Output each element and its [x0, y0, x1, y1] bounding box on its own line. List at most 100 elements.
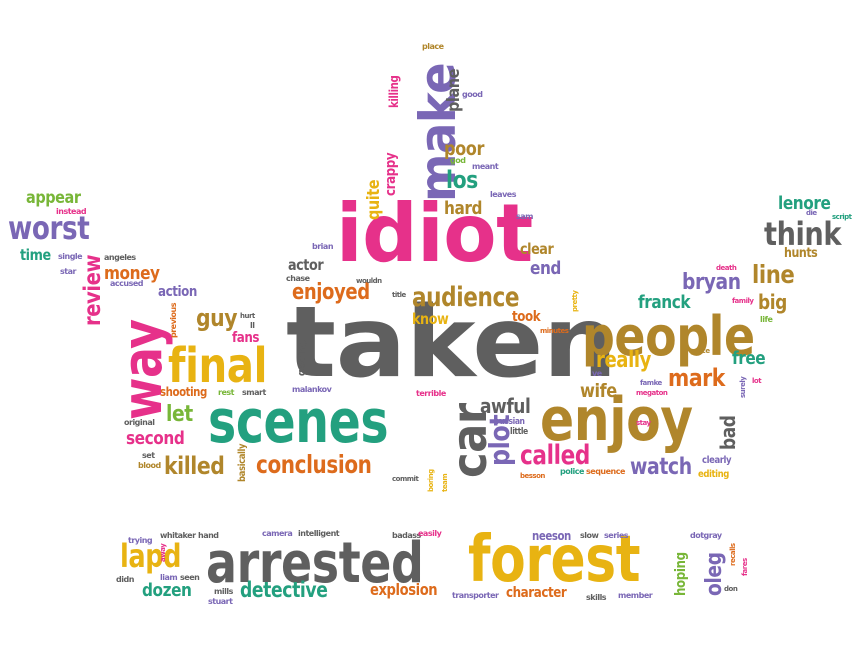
- word-lapd: lapd: [120, 537, 182, 575]
- word-single: single: [58, 252, 83, 261]
- word-lot: lot: [752, 377, 762, 385]
- word-megaton: megaton: [636, 389, 668, 397]
- word-trying: trying: [128, 536, 153, 545]
- word-place: place: [422, 42, 444, 51]
- word-police: police: [560, 467, 584, 476]
- word-death: death: [716, 264, 737, 272]
- word-mills: mills: [214, 587, 233, 596]
- word-meant: meant: [472, 162, 499, 171]
- word-killing: killing: [387, 75, 401, 108]
- word-don: don: [724, 585, 738, 593]
- word-crappy: crappy: [383, 152, 399, 196]
- word-forest: forest: [468, 523, 641, 597]
- word-little: little: [510, 427, 528, 437]
- word-liam: liam: [160, 573, 178, 582]
- word-detective: detective: [240, 578, 328, 602]
- word-people: people: [582, 305, 755, 368]
- word-ve: ve: [592, 369, 602, 378]
- word-shooting: shooting: [160, 385, 207, 399]
- word-didn: didn: [116, 575, 134, 584]
- word-hard: hard: [444, 198, 483, 219]
- word-intelligent: intelligent: [298, 529, 340, 538]
- word-die: die: [806, 209, 817, 217]
- word-quite: quite: [364, 179, 384, 220]
- word-hand: hand: [198, 531, 219, 540]
- word-hurt: hurt: [240, 312, 255, 320]
- word-big: big: [758, 290, 787, 314]
- word-end: end: [530, 258, 561, 279]
- word-audience: audience: [412, 282, 520, 313]
- word-sequence: sequence: [586, 467, 625, 476]
- word-slow: slow: [580, 531, 599, 540]
- word-guy: guy: [196, 304, 238, 332]
- word-famke: famke: [640, 379, 662, 387]
- word-set: set: [142, 451, 155, 460]
- word-family: family: [732, 297, 754, 305]
- word-plane: plane: [444, 68, 464, 112]
- word-series: series: [604, 531, 629, 540]
- word-final: final: [168, 338, 268, 394]
- word-ll: ll: [250, 321, 255, 330]
- word-let: let: [166, 402, 193, 427]
- word-franck: franck: [638, 292, 691, 313]
- word-clear: clear: [520, 240, 554, 258]
- word-recalls: recalls: [729, 543, 737, 566]
- word-team: team: [441, 473, 449, 492]
- word-money: money: [104, 263, 160, 284]
- word-good: good: [462, 90, 483, 99]
- word-leaves: leaves: [490, 190, 516, 199]
- word-terrible: terrible: [416, 389, 446, 398]
- word-besson: besson: [520, 472, 545, 480]
- word-arrested: arrested: [206, 531, 424, 596]
- word-camera: camera: [262, 529, 293, 538]
- word-dotgray: dotgray: [690, 531, 722, 540]
- word-god: god: [450, 156, 466, 165]
- word-original: original: [124, 418, 155, 427]
- word-pretty: pretty: [571, 290, 579, 312]
- word-really: really: [596, 348, 651, 373]
- word-time: time: [20, 246, 51, 264]
- word-blood: blood: [138, 461, 161, 470]
- word-surely: surely: [739, 376, 747, 398]
- word-enjoy: enjoy: [540, 385, 693, 455]
- word-taken: taken: [286, 286, 617, 400]
- word-way: way: [111, 319, 174, 420]
- word-fares: fares: [741, 558, 749, 576]
- word-called: called: [520, 440, 590, 471]
- word-skills: skills: [586, 593, 607, 602]
- word-grace: grace: [690, 347, 710, 355]
- word-wife: wife: [580, 380, 617, 402]
- word-basically: basically: [237, 443, 248, 482]
- word-watch: watch: [630, 454, 692, 480]
- word-character: character: [506, 585, 567, 601]
- word-life: life: [760, 315, 773, 324]
- word-away: away: [159, 543, 167, 562]
- word-getting: getting: [295, 340, 308, 376]
- word-seen: seen: [180, 573, 200, 582]
- word-chase: chase: [286, 274, 310, 283]
- word-easily: easily: [418, 529, 442, 538]
- word-lenore: lenore: [778, 193, 831, 214]
- word-poor: poor: [444, 138, 485, 160]
- word-conclusion: conclusion: [256, 450, 372, 479]
- word-explosion: explosion: [370, 580, 438, 599]
- word-sam: sam: [516, 212, 534, 221]
- word-know: know: [412, 310, 449, 328]
- word-title: title: [392, 291, 406, 299]
- word-bad: bad: [716, 415, 740, 450]
- word-mark: mark: [668, 364, 725, 392]
- word-star: star: [60, 267, 76, 276]
- word-stay: stay: [636, 419, 651, 427]
- word-badass: badass: [392, 531, 421, 540]
- word-worst: worst: [8, 209, 90, 247]
- word-boring: boring: [427, 469, 435, 492]
- word-script: script: [832, 213, 852, 221]
- word-previous: previous: [169, 302, 178, 338]
- word-member: member: [618, 591, 653, 600]
- word-dozen: dozen: [142, 580, 192, 601]
- word-enjoyed: enjoyed: [292, 280, 370, 305]
- word-action: action: [158, 284, 197, 300]
- word-smart: smart: [242, 388, 266, 397]
- word-review: review: [80, 254, 106, 326]
